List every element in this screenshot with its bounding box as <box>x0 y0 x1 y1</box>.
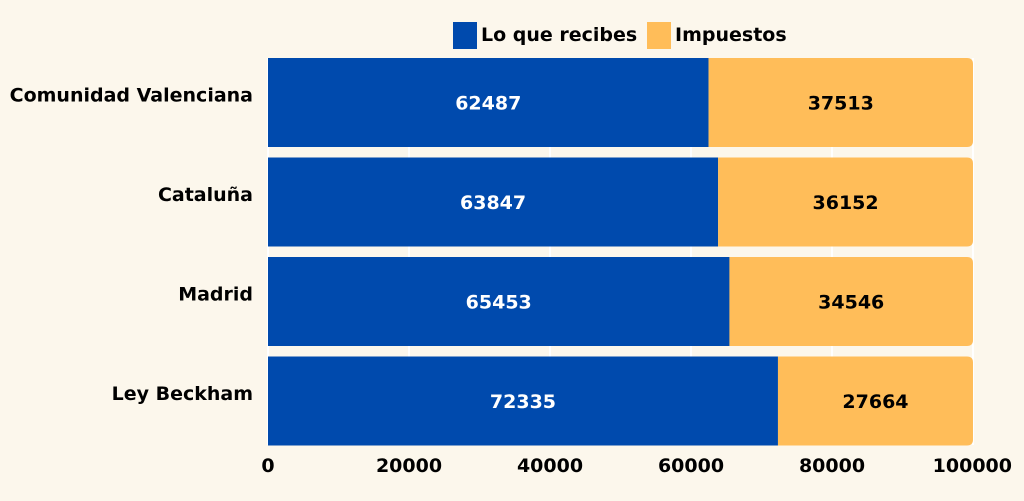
bar-value-label: 63847 <box>460 192 526 214</box>
bar-value-label: 65453 <box>466 292 532 314</box>
legend-label-0: Lo que recibes <box>481 24 637 46</box>
bar-value-label: 62487 <box>455 93 521 115</box>
bar-value-label: 37513 <box>808 93 874 115</box>
x-tick-label: 100000 <box>933 455 1012 477</box>
bar-impuestos-3 <box>777 356 973 446</box>
bar-lo-que-recibes-1 <box>268 157 719 247</box>
category-label: Comunidad Valenciana <box>10 85 253 107</box>
bar-value-label: 36152 <box>813 192 879 214</box>
x-tick-label: 60000 <box>658 455 724 477</box>
x-tick-label: 40000 <box>517 455 583 477</box>
legend: Lo que recibes Impuestos <box>453 22 787 49</box>
bar-lo-que-recibes-0 <box>268 58 709 147</box>
bar-value-label: 72335 <box>490 391 556 413</box>
bar-impuestos-0 <box>708 58 973 147</box>
legend-swatch-0 <box>453 22 477 49</box>
bar-impuestos-2 <box>729 257 973 346</box>
x-tick-label: 80000 <box>799 455 865 477</box>
bar-impuestos-1 <box>718 157 973 247</box>
category-label: Cataluña <box>158 184 253 206</box>
bar-value-label: 34546 <box>818 292 884 314</box>
category-label: Ley Beckham <box>112 383 253 405</box>
x-axis-ticks: 0 20000 40000 60000 80000 100000 <box>261 455 1012 477</box>
x-tick-label: 20000 <box>376 455 442 477</box>
category-label: Madrid <box>178 284 253 306</box>
legend-label-1: Impuestos <box>675 24 787 46</box>
bar-value-label: 27664 <box>842 391 908 413</box>
bars: 62487 37513 63847 36152 65453 34546 72335 27664 <box>268 58 973 446</box>
x-tick-label: 0 <box>261 455 274 477</box>
bar-lo-que-recibes-2 <box>268 257 730 346</box>
category-labels: Comunidad Valenciana Cataluña Madrid Ley Be… <box>10 85 253 406</box>
legend-swatch-1 <box>647 22 671 49</box>
bar-lo-que-recibes-3 <box>268 356 778 446</box>
